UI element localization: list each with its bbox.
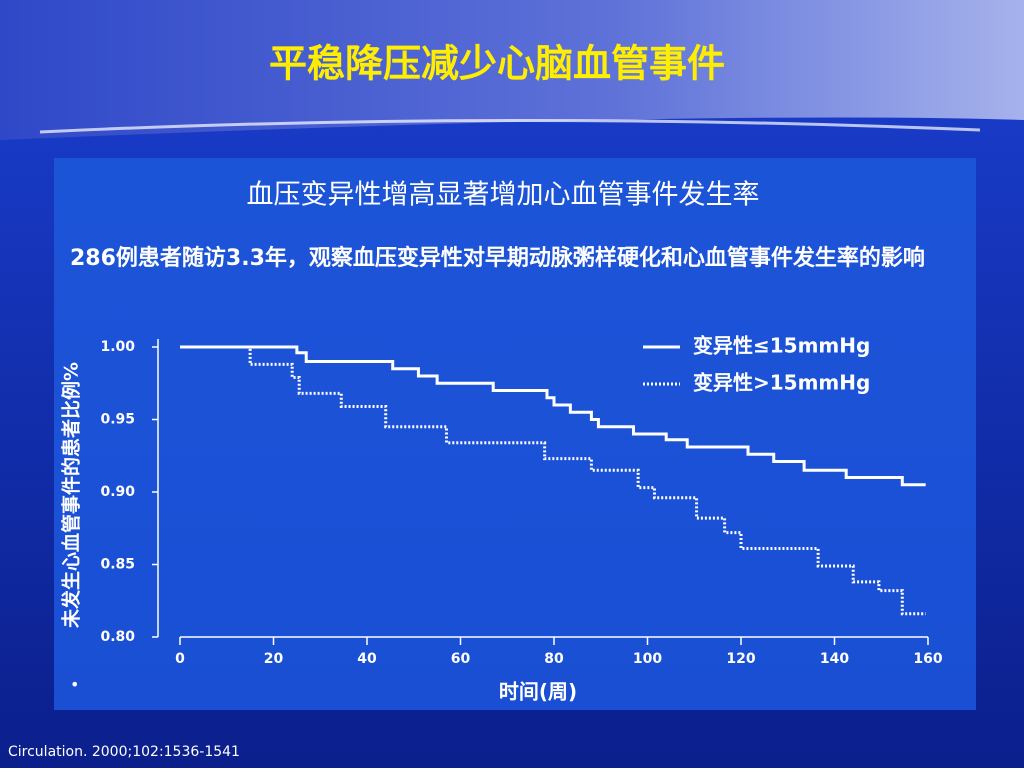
header-rule xyxy=(39,118,981,134)
legend-label: 变异性≤15mmHg xyxy=(693,334,870,358)
legend-label: 变异性>15mmHg xyxy=(693,371,870,395)
x-tick-label: 120 xyxy=(726,651,755,667)
chart-title: 血压变异性增高显著增加心血管事件发生率 xyxy=(247,180,760,211)
x-axis-label: 时间(周) xyxy=(499,680,577,704)
y-tick-label: 0.80 xyxy=(100,629,135,645)
bullet: • xyxy=(70,675,79,694)
y-tick-label: 1.00 xyxy=(100,339,135,355)
x-tick-label: 160 xyxy=(913,651,942,667)
x-tick-label: 40 xyxy=(357,651,377,667)
subtitle-box: 286例患者随访3.3年，观察血压变异性对早期动脉粥样硬化和心血管事件发生率的影… xyxy=(70,246,925,271)
x-tick-label: 100 xyxy=(633,651,662,667)
x-tick-label: 60 xyxy=(451,651,471,667)
survival-line xyxy=(180,345,926,487)
y-tick-label: 0.90 xyxy=(100,484,135,500)
citation: Circulation. 2000;102:1536-1541 xyxy=(8,744,240,760)
x-tick-label: 80 xyxy=(544,651,564,667)
y-tick-label: 0.85 xyxy=(100,557,135,573)
y-tick-label: 0.95 xyxy=(100,412,135,428)
x-tick-label: 0 xyxy=(175,651,185,667)
y-axis-label: 未发生心血管事件的患者比例% xyxy=(60,362,83,629)
slide-title: 平稳降压减少心脑血管事件 xyxy=(269,42,725,86)
chart-subtitle: 286例患者随访3.3年，观察血压变异性对早期动脉粥样硬化和心血管事件发生率的影… xyxy=(70,246,925,271)
chart-panel xyxy=(54,158,976,710)
header-band xyxy=(0,0,1024,140)
x-tick-label: 20 xyxy=(264,651,284,667)
x-tick-label: 140 xyxy=(820,651,849,667)
